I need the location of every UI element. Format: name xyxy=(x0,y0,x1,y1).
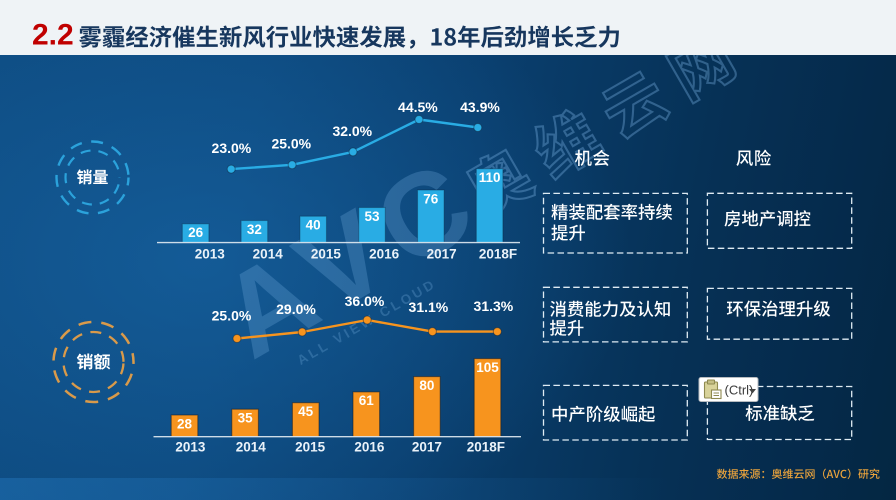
svg-text:32.0%: 32.0% xyxy=(332,123,372,139)
svg-text:43.9%: 43.9% xyxy=(460,99,500,115)
svg-text:40: 40 xyxy=(306,218,321,233)
svg-text:31.3%: 31.3% xyxy=(474,298,514,314)
svg-text:25.0%: 25.0% xyxy=(212,308,252,324)
svg-text:45: 45 xyxy=(298,404,314,419)
svg-text:2017: 2017 xyxy=(412,439,442,454)
svg-text:2015: 2015 xyxy=(295,439,326,454)
svg-text:32: 32 xyxy=(247,222,262,237)
svg-text:105: 105 xyxy=(476,360,499,375)
svg-text:61: 61 xyxy=(359,393,375,408)
svg-text:2014: 2014 xyxy=(236,439,267,454)
svg-text:53: 53 xyxy=(364,209,380,224)
svg-text:35: 35 xyxy=(238,411,254,426)
svg-text:2013: 2013 xyxy=(175,439,206,454)
svg-text:76: 76 xyxy=(423,191,439,206)
svg-text:2.2: 2.2 xyxy=(32,19,74,52)
svg-text:2013: 2013 xyxy=(195,246,226,261)
svg-text:29.0%: 29.0% xyxy=(276,301,316,317)
svg-text:31.1%: 31.1% xyxy=(409,299,449,315)
svg-text:25.0%: 25.0% xyxy=(271,136,311,152)
svg-text:44.5%: 44.5% xyxy=(398,99,438,115)
svg-text:(Ctrl): (Ctrl) xyxy=(725,383,754,398)
svg-text:2018F: 2018F xyxy=(467,439,505,454)
svg-text:110: 110 xyxy=(479,170,501,185)
svg-text:23.0%: 23.0% xyxy=(212,140,252,156)
svg-text:26: 26 xyxy=(188,225,204,240)
svg-text:2017: 2017 xyxy=(427,246,457,261)
svg-text:2016: 2016 xyxy=(369,246,400,261)
svg-text:2014: 2014 xyxy=(253,246,284,261)
svg-text:28: 28 xyxy=(177,416,193,431)
svg-text:2016: 2016 xyxy=(354,439,385,454)
svg-text:2015: 2015 xyxy=(311,246,342,261)
svg-text:36.0%: 36.0% xyxy=(345,293,385,309)
svg-text:80: 80 xyxy=(419,378,434,393)
svg-text:2018F: 2018F xyxy=(479,246,517,261)
